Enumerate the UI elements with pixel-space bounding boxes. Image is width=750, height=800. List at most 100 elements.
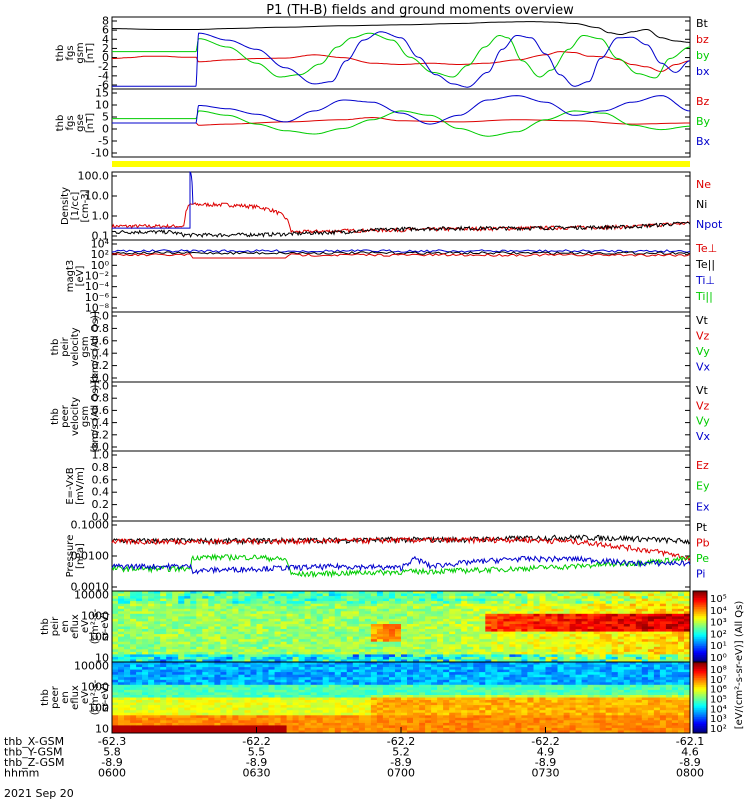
spectrogram-cell [431,621,438,625]
spectrogram-cell [509,641,516,645]
spectrogram-cell [226,689,233,693]
spectrogram-cell [154,730,161,734]
spectrogram-cell [443,644,450,648]
spectrogram-cell [352,659,360,663]
spectrogram-cell [262,702,269,706]
spectrogram-cell [641,606,649,610]
spectrogram-cell [376,613,384,617]
spectrogram-cell [431,659,438,663]
spectrogram-cell [130,679,137,683]
spectrogram-cell [467,621,474,625]
spectrogram-cell [286,608,293,612]
spectrogram-cell [268,667,275,670]
series-line-Bt [111,21,690,43]
spectrogram-cell [449,730,456,734]
spectrogram-cell [268,717,275,721]
spectrogram-cell [503,674,510,678]
spectrogram-cell [292,608,299,612]
spectrogram-cell [497,639,504,643]
spectrogram-cell [479,707,486,711]
spectrogram-cell [286,674,293,678]
spectrogram-cell [238,596,245,599]
spectrogram-cell [352,629,360,632]
spectrogram-cell [250,669,257,673]
spectrogram-cell [154,621,161,625]
spectrogram-cell [316,636,324,640]
spectrogram-cell [376,629,384,632]
spectrogram-cell [280,722,287,726]
spectrogram-cell [232,596,239,599]
spectrogram-cell [389,636,396,640]
spectrogram-cell [154,727,161,731]
spectrogram-cell [262,717,269,721]
spectrogram-cell [322,603,330,607]
spectrogram-cell [214,700,221,703]
spectrogram-cell [509,707,516,711]
spectrogram-cell [232,664,239,668]
spectrogram-cell [527,636,534,640]
spectrogram-cell [184,684,191,688]
spectrogram-cell [665,601,673,604]
spectrogram-cell [166,722,173,726]
spectrogram-cell [142,608,149,612]
spectrogram-cell [407,725,414,729]
spectrogram-cell [419,725,426,729]
spectrogram-cell [268,656,275,660]
spectrogram-cell [274,669,281,673]
y-tick-label: 1.0 [92,310,110,323]
spectrogram-cell [515,664,522,668]
spectrogram-cell [154,697,161,701]
spectrogram-cell [160,697,167,701]
spectrogram-cell [635,611,643,615]
y-axis-label-line: [nT] [85,113,96,133]
spectrogram-cell [184,659,191,663]
spectrogram-cell [202,672,209,675]
spectrogram-cell [479,684,486,688]
spectrogram-cell [358,730,366,734]
spectrogram-cell [346,720,354,724]
spectrogram-cell [395,730,402,734]
spectrogram-cell [262,608,269,612]
spectrogram-cell [497,631,504,635]
spectrogram-cell [190,636,197,640]
spectrogram-cell [334,611,342,615]
spectrogram-cell [310,611,318,615]
spectrogram-cell [575,613,582,617]
spectrogram-cell [587,616,594,620]
spectrogram-cell [214,631,221,635]
spectrogram-cell [322,629,330,632]
spectrogram-cell [515,710,522,714]
spectrogram-cell [545,646,552,650]
spectrogram-cell [467,659,474,663]
spectrogram-cell [491,677,498,681]
spectrogram-cell [479,654,486,658]
spectrogram-cell [364,598,372,602]
spectrogram-cell [647,624,655,627]
spectrogram-cell [340,649,348,653]
spectrogram-cell [461,656,468,660]
spectrogram-cell [190,727,197,731]
spectrogram-cell [208,631,215,635]
spectrogram-cell [515,654,522,658]
spectrogram-cell [485,601,492,604]
spectrogram-cell [334,722,342,726]
spectrogram-cell [340,624,348,627]
spectrogram-cell [334,651,342,655]
spectrogram-cell [310,695,318,698]
spectrogram-cell [425,707,432,711]
spectrogram-cell [316,631,324,635]
spectrogram-cell [286,705,293,708]
spectrogram-cell [485,700,492,703]
spectrogram-cell [184,715,191,719]
spectrogram-cell [346,700,354,703]
spectrogram-cell [178,679,185,683]
spectrogram-cell [449,720,456,724]
spectrogram-cell [292,677,299,681]
spectrogram-cell [130,707,137,711]
y-axis-label-line: [nT] [85,43,96,63]
spectrogram-cell [413,695,420,698]
spectrogram-cell [274,601,281,604]
spectrogram-cell [425,725,432,729]
spectrogram-cell [479,715,486,719]
spectrogram-cell [581,606,588,610]
